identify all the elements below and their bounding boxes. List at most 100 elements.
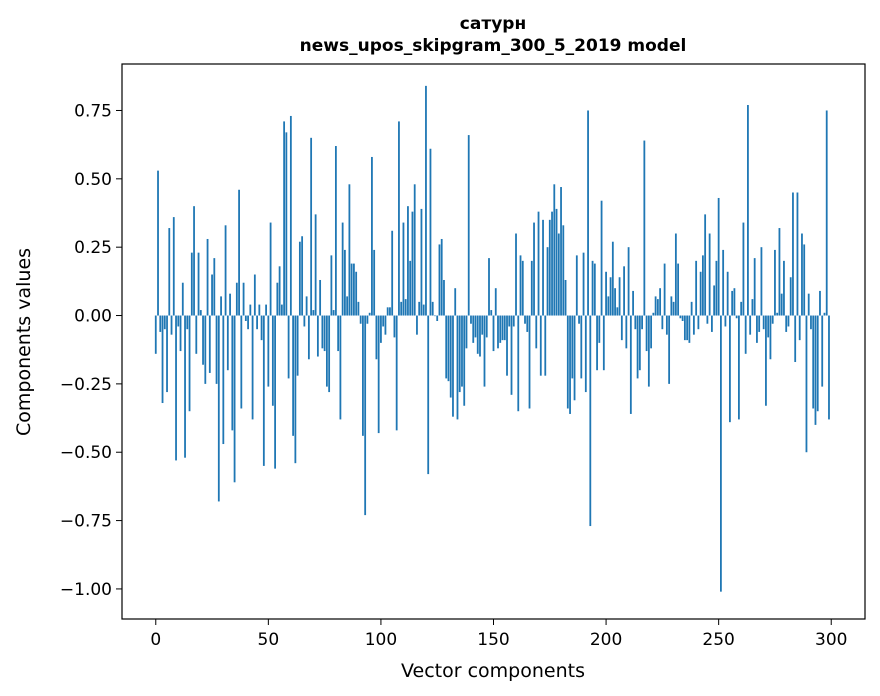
bar xyxy=(332,310,335,316)
bar xyxy=(330,255,333,316)
y-tick-label: −0.25 xyxy=(60,375,112,395)
bar xyxy=(366,315,369,324)
bar xyxy=(564,279,567,316)
bar xyxy=(224,225,227,316)
x-axis: 0 50 100 150 200 250 300 xyxy=(150,619,847,650)
bar xyxy=(161,315,164,404)
bar xyxy=(614,288,616,316)
bar xyxy=(463,315,466,406)
bar xyxy=(828,315,830,420)
bar xyxy=(677,263,680,316)
bar xyxy=(600,200,603,316)
bar xyxy=(735,315,738,319)
y-tick-label: 0.00 xyxy=(74,307,112,327)
bar xyxy=(810,315,812,330)
bar xyxy=(404,299,407,316)
bar xyxy=(683,315,686,341)
y-tick-label: 0.25 xyxy=(74,238,112,258)
bar xyxy=(517,315,520,412)
bar xyxy=(584,315,587,393)
bar xyxy=(544,315,547,376)
bar xyxy=(476,315,479,354)
bar xyxy=(521,260,524,316)
bar xyxy=(765,315,767,406)
bar xyxy=(740,301,743,316)
x-tick-label: 300 xyxy=(815,630,847,650)
bar xyxy=(557,233,560,316)
bar xyxy=(258,304,261,316)
bar xyxy=(353,263,355,316)
bar xyxy=(269,222,272,316)
x-tick-label: 0 xyxy=(150,630,161,650)
bar xyxy=(749,315,752,335)
bar xyxy=(598,315,601,343)
x-tick-label: 100 xyxy=(365,630,397,650)
bar xyxy=(305,296,308,316)
bar xyxy=(445,315,448,379)
bar xyxy=(542,219,544,316)
bar xyxy=(409,260,412,316)
bar xyxy=(537,211,540,316)
y-tick-label: −0.75 xyxy=(60,512,112,532)
bar xyxy=(589,315,592,527)
bar xyxy=(260,315,263,341)
bar xyxy=(168,228,171,316)
bar xyxy=(692,315,695,335)
bar xyxy=(715,260,718,316)
bar xyxy=(744,315,747,354)
bar xyxy=(789,277,792,316)
bar xyxy=(634,315,637,330)
bar xyxy=(199,310,202,316)
bar xyxy=(699,271,702,316)
bar xyxy=(807,293,810,316)
bar xyxy=(580,315,583,379)
bar xyxy=(706,315,709,324)
bar xyxy=(402,222,405,316)
bar xyxy=(197,252,200,316)
bar xyxy=(792,192,794,316)
bar xyxy=(195,315,198,354)
bar xyxy=(373,249,376,316)
bar xyxy=(323,315,326,352)
bar xyxy=(190,252,193,316)
bar xyxy=(247,315,249,330)
bar xyxy=(231,315,234,431)
bar xyxy=(497,315,499,349)
x-tick-label: 200 xyxy=(590,630,622,650)
bar xyxy=(443,279,445,316)
bar xyxy=(274,315,276,469)
bar xyxy=(177,315,180,327)
bar xyxy=(262,315,265,466)
bar xyxy=(337,315,340,352)
bar xyxy=(539,315,542,376)
bar xyxy=(499,315,502,343)
bar xyxy=(645,315,648,352)
bar xyxy=(285,132,288,316)
bar xyxy=(436,315,439,321)
bar xyxy=(307,315,310,360)
bar xyxy=(416,315,418,335)
bar xyxy=(253,274,256,316)
bar xyxy=(265,304,267,316)
bar xyxy=(526,315,529,332)
bar xyxy=(519,255,522,316)
bar xyxy=(312,310,315,316)
chart-subtitle: news_upos_skipgram_300_5_2019 model xyxy=(300,36,687,56)
bar xyxy=(289,115,292,316)
bar xyxy=(602,315,605,371)
bar xyxy=(530,260,533,316)
bar xyxy=(375,315,378,360)
bar xyxy=(163,315,166,330)
bar xyxy=(413,184,416,316)
y-tick-label: −0.50 xyxy=(60,443,112,463)
bar xyxy=(776,312,779,316)
bar xyxy=(711,315,713,332)
bar xyxy=(679,315,682,319)
bar xyxy=(785,315,788,332)
bar xyxy=(427,315,430,475)
bar xyxy=(726,271,729,316)
bar xyxy=(659,288,662,316)
bar xyxy=(816,315,819,412)
bar xyxy=(717,197,720,316)
